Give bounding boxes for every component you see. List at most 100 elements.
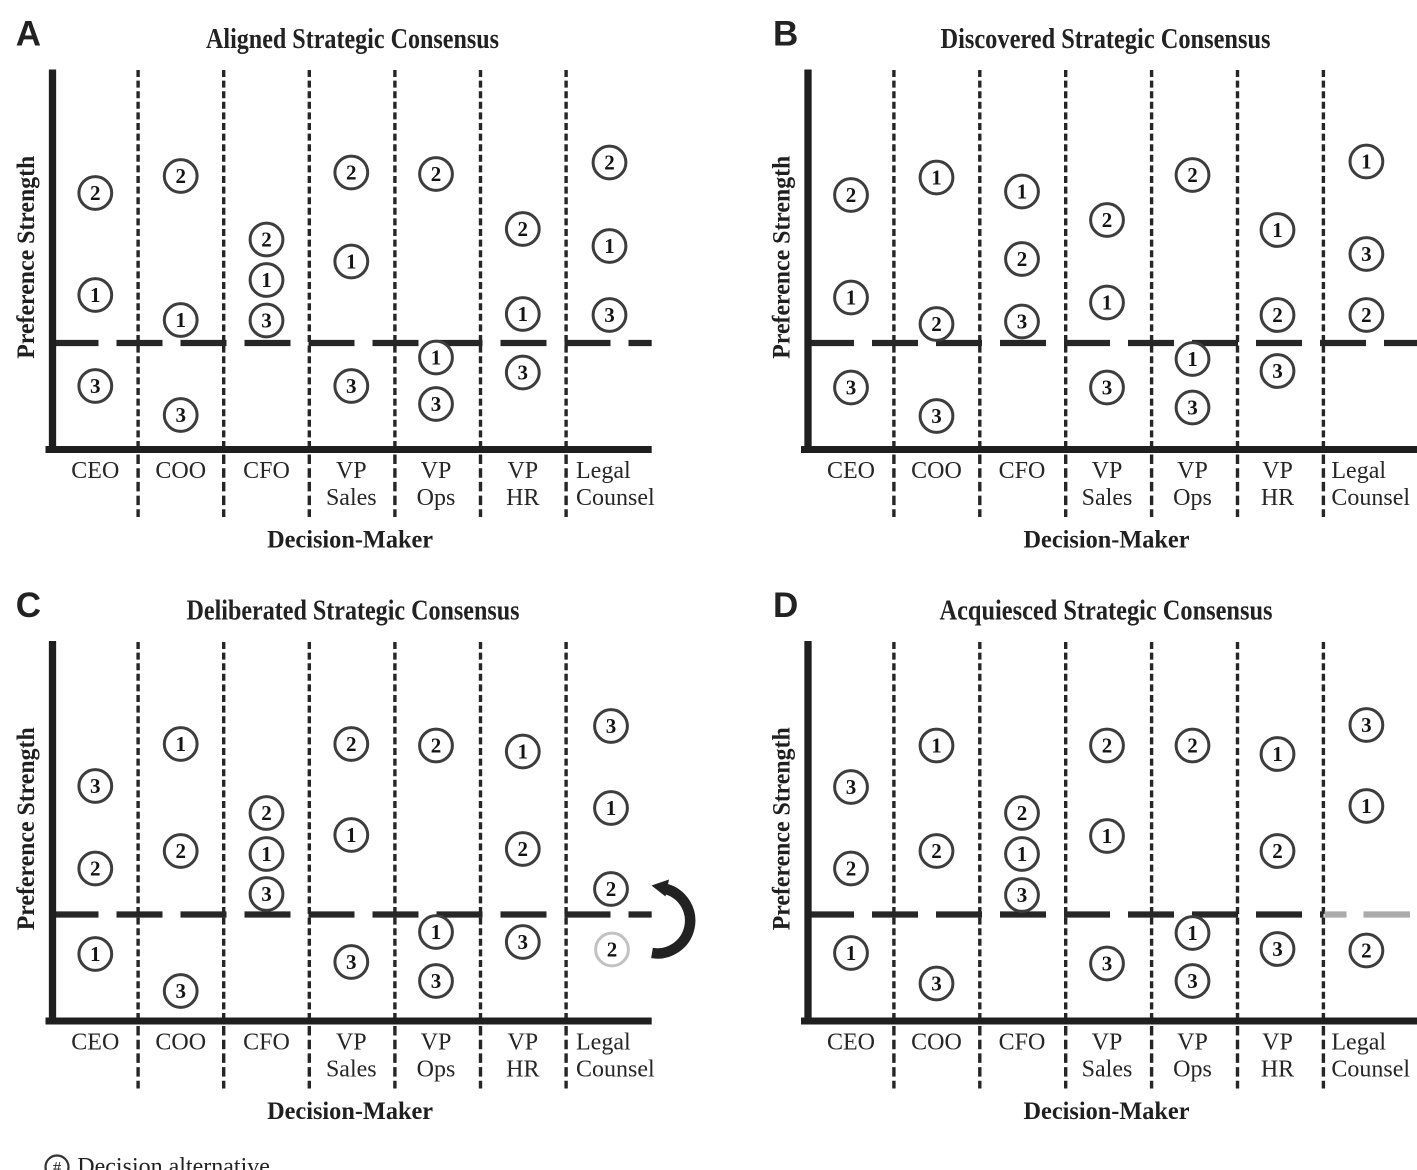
svg-text:HR: HR bbox=[1261, 1057, 1294, 1083]
svg-text:3: 3 bbox=[604, 303, 615, 327]
svg-text:COO: COO bbox=[911, 458, 962, 484]
svg-text:3: 3 bbox=[175, 403, 186, 427]
svg-text:Sales: Sales bbox=[1082, 1057, 1133, 1083]
svg-text:2: 2 bbox=[1361, 939, 1372, 963]
svg-text:VP: VP bbox=[1262, 1030, 1293, 1056]
svg-text:1: 1 bbox=[1017, 842, 1028, 866]
svg-text:VP: VP bbox=[336, 1030, 367, 1056]
svg-text:3: 3 bbox=[518, 930, 529, 954]
svg-text:2: 2 bbox=[1272, 839, 1283, 863]
svg-text:Ops: Ops bbox=[1173, 1057, 1212, 1083]
svg-text:1: 1 bbox=[931, 734, 942, 758]
svg-text:Decision-Maker: Decision-Maker bbox=[267, 1098, 433, 1125]
svg-text:Preference Strength: Preference Strength bbox=[769, 727, 796, 930]
svg-text:2: 2 bbox=[1187, 734, 1198, 758]
svg-text:C: C bbox=[16, 586, 41, 625]
svg-text:2: 2 bbox=[346, 732, 357, 756]
svg-text:3: 3 bbox=[431, 392, 442, 416]
svg-text:VP: VP bbox=[1262, 458, 1293, 484]
svg-text:1: 1 bbox=[261, 842, 272, 866]
svg-text:COO: COO bbox=[155, 1030, 206, 1056]
svg-text:CEO: CEO bbox=[827, 1030, 875, 1056]
svg-text:3: 3 bbox=[1187, 396, 1198, 420]
svg-text:3: 3 bbox=[1361, 713, 1372, 737]
svg-text:3: 3 bbox=[931, 972, 942, 996]
svg-text:Deliberated Strategic Consensu: Deliberated Strategic Consensus bbox=[187, 596, 520, 627]
svg-text:Ops: Ops bbox=[417, 1057, 456, 1083]
svg-text:CFO: CFO bbox=[999, 458, 1046, 484]
svg-text:1: 1 bbox=[431, 920, 442, 944]
svg-text:Preference Strength: Preference Strength bbox=[769, 156, 796, 359]
svg-text:VP: VP bbox=[1177, 458, 1208, 484]
svg-text:1: 1 bbox=[1102, 824, 1113, 848]
svg-text:2: 2 bbox=[1017, 801, 1028, 825]
svg-text:2: 2 bbox=[931, 312, 942, 336]
svg-text:CEO: CEO bbox=[71, 1030, 119, 1056]
svg-text:Counsel: Counsel bbox=[1331, 485, 1410, 511]
svg-text:2: 2 bbox=[90, 181, 101, 205]
svg-text:2: 2 bbox=[261, 228, 272, 252]
svg-text:3: 3 bbox=[846, 376, 857, 400]
svg-text:CFO: CFO bbox=[999, 1030, 1046, 1056]
svg-text:1: 1 bbox=[346, 250, 357, 274]
svg-text:1: 1 bbox=[846, 286, 857, 310]
svg-text:Discovered Strategic Consensus: Discovered Strategic Consensus bbox=[941, 24, 1271, 55]
svg-text:3: 3 bbox=[346, 950, 357, 974]
svg-text:CEO: CEO bbox=[71, 458, 119, 484]
svg-text:Sales: Sales bbox=[326, 1057, 377, 1083]
svg-text:VP: VP bbox=[1092, 458, 1123, 484]
svg-text:2: 2 bbox=[90, 857, 101, 881]
svg-text:1: 1 bbox=[90, 283, 101, 307]
svg-text:2: 2 bbox=[1272, 303, 1283, 327]
svg-text:1: 1 bbox=[604, 234, 615, 258]
svg-text:3: 3 bbox=[1102, 376, 1113, 400]
svg-text:VP: VP bbox=[336, 458, 367, 484]
svg-text:HR: HR bbox=[506, 485, 539, 511]
svg-text:2: 2 bbox=[518, 217, 529, 241]
svg-text:1: 1 bbox=[518, 302, 529, 326]
svg-text:2: 2 bbox=[1361, 303, 1372, 327]
svg-text:1: 1 bbox=[1187, 347, 1198, 371]
svg-text:3: 3 bbox=[90, 774, 101, 798]
svg-text:1: 1 bbox=[431, 346, 442, 370]
svg-text:2: 2 bbox=[606, 877, 617, 901]
svg-text:COO: COO bbox=[155, 458, 206, 484]
svg-text:Legal: Legal bbox=[576, 458, 631, 484]
svg-text:3: 3 bbox=[1272, 937, 1283, 961]
svg-text:3: 3 bbox=[90, 374, 101, 398]
svg-text:1: 1 bbox=[931, 166, 942, 190]
svg-text:VP: VP bbox=[1092, 1030, 1123, 1056]
svg-text:1: 1 bbox=[175, 732, 186, 756]
svg-text:Sales: Sales bbox=[326, 485, 377, 511]
svg-text:Preference Strength: Preference Strength bbox=[13, 727, 40, 930]
svg-text:3: 3 bbox=[931, 404, 942, 428]
svg-text:1: 1 bbox=[1272, 742, 1283, 766]
svg-text:1: 1 bbox=[606, 796, 617, 820]
svg-text:Decision-Maker: Decision-Maker bbox=[267, 527, 433, 554]
svg-text:2: 2 bbox=[346, 161, 357, 185]
svg-text:2: 2 bbox=[175, 164, 186, 188]
svg-text:2: 2 bbox=[931, 839, 942, 863]
svg-text:1: 1 bbox=[1361, 150, 1372, 174]
svg-text:3: 3 bbox=[346, 374, 357, 398]
svg-text:Counsel: Counsel bbox=[576, 1057, 655, 1083]
svg-text:2: 2 bbox=[261, 801, 272, 825]
svg-text:3: 3 bbox=[1272, 359, 1283, 383]
svg-text:2: 2 bbox=[604, 151, 615, 175]
svg-text:1: 1 bbox=[346, 823, 357, 847]
svg-text:2: 2 bbox=[431, 162, 442, 186]
svg-text:Preference Strength: Preference Strength bbox=[13, 156, 40, 359]
svg-text:HR: HR bbox=[506, 1057, 539, 1083]
svg-text:3: 3 bbox=[1361, 242, 1372, 266]
svg-text:3: 3 bbox=[431, 969, 442, 993]
svg-text:Counsel: Counsel bbox=[576, 485, 655, 511]
svg-text:Aligned Strategic Consensus: Aligned Strategic Consensus bbox=[206, 24, 499, 55]
svg-text:1: 1 bbox=[1361, 794, 1372, 818]
svg-text:VP: VP bbox=[507, 1030, 538, 1056]
svg-text:VP: VP bbox=[507, 458, 538, 484]
svg-text:CFO: CFO bbox=[243, 1030, 290, 1056]
svg-text:2: 2 bbox=[1102, 208, 1113, 232]
svg-text:3: 3 bbox=[261, 882, 272, 906]
svg-text:3: 3 bbox=[261, 309, 272, 333]
svg-text:B: B bbox=[773, 14, 798, 53]
